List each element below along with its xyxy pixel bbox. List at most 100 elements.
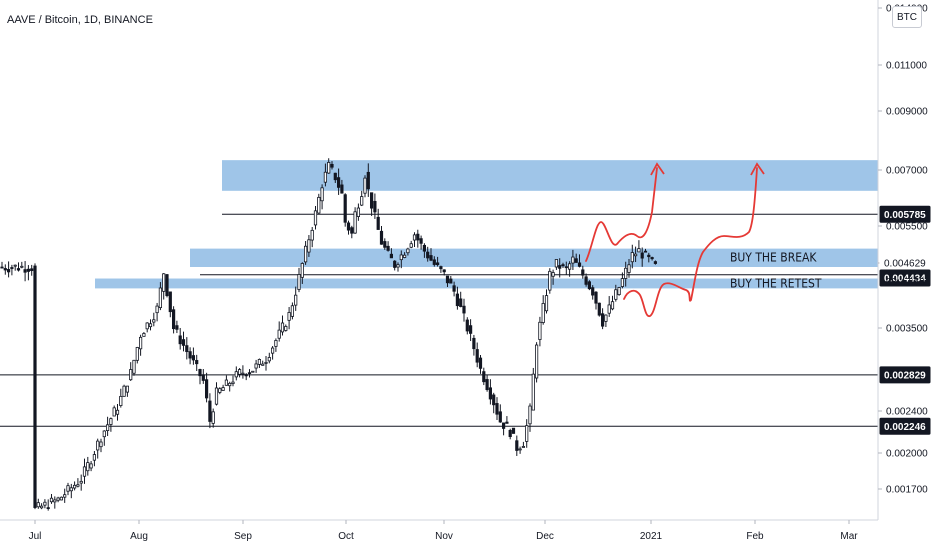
candle [274, 338, 278, 352]
candle-body [482, 371, 486, 383]
candle-body [412, 234, 417, 241]
candle-body [459, 298, 463, 307]
candle-body [284, 326, 288, 331]
candle [115, 404, 120, 421]
candle [277, 321, 281, 342]
candle-body [16, 268, 21, 271]
price-tag-background [879, 269, 931, 287]
candle [396, 262, 400, 272]
candle-body [228, 382, 232, 387]
candle [237, 367, 242, 378]
candle [412, 232, 417, 248]
candle [69, 483, 73, 499]
price-tag-background [879, 205, 931, 223]
x-tick-label: Nov [435, 531, 453, 542]
y-tick-label: 0.002400 [886, 407, 928, 418]
candle-body [115, 409, 120, 415]
candle [109, 417, 113, 432]
price-tag[interactable]: 0.004434 [879, 269, 931, 287]
candle-body [59, 496, 64, 501]
candle [125, 385, 129, 397]
candle-body [333, 172, 337, 181]
candle-body [508, 430, 512, 437]
candle [76, 478, 80, 488]
candle [353, 207, 357, 234]
candle [653, 260, 658, 265]
candle-body [20, 265, 24, 268]
price-tag[interactable]: 0.004629 [879, 254, 931, 272]
candle-body [521, 446, 526, 448]
time-axis[interactable]: Jul Aug Sep Oct Nov Dec 2021 Feb Mar [29, 520, 859, 542]
candle [498, 404, 502, 423]
candle [257, 358, 262, 368]
candle-body [138, 336, 143, 350]
candle [369, 192, 374, 216]
candle [356, 203, 361, 221]
x-tick-label: Dec [536, 531, 554, 542]
price-tag[interactable]: 0.002246 [879, 417, 931, 435]
candle-body [350, 227, 354, 234]
candle [501, 422, 506, 436]
candle [587, 280, 592, 291]
candle [462, 298, 466, 322]
candle [92, 450, 96, 467]
candle [313, 205, 318, 230]
candle [650, 256, 654, 261]
candle-body [96, 440, 100, 451]
candle [300, 262, 304, 284]
candle [138, 334, 143, 356]
candle-body [261, 363, 265, 366]
candle-body [204, 379, 209, 399]
candle-body [294, 294, 298, 306]
candle-body [429, 255, 433, 261]
candle-body [13, 264, 17, 267]
arrow-head [650, 162, 665, 176]
candle [544, 289, 549, 314]
zone-band[interactable] [95, 278, 878, 289]
candle [459, 291, 463, 308]
candle [320, 184, 324, 210]
candle [66, 482, 70, 496]
zone-band[interactable] [190, 248, 878, 268]
candle-body [406, 248, 410, 254]
zone-band[interactable] [222, 160, 878, 191]
candle [178, 327, 182, 350]
candle [333, 172, 337, 183]
candle [20, 261, 24, 269]
candle [270, 345, 275, 360]
candle [376, 208, 380, 230]
candle-body [330, 163, 334, 168]
candle [3, 264, 7, 275]
candle [627, 258, 631, 278]
candle-body [620, 278, 625, 287]
candle [620, 272, 625, 289]
candle-body [505, 421, 509, 424]
candle [56, 496, 60, 503]
candle [634, 246, 638, 262]
candle [442, 269, 446, 276]
price-tag-label: 0.004434 [884, 273, 926, 284]
candle-body [643, 250, 648, 253]
candle-body [152, 319, 156, 323]
candle-body [148, 323, 153, 328]
candle-body [10, 267, 14, 269]
candle [637, 240, 641, 253]
candle-body [317, 196, 321, 214]
currency-badge[interactable]: BTC [892, 6, 922, 28]
candle [294, 286, 298, 311]
candle [181, 331, 186, 352]
price-tag[interactable]: 0.005785 [879, 205, 931, 223]
candle [399, 250, 403, 269]
candle-body [290, 305, 295, 317]
candle [564, 261, 568, 275]
candle [30, 264, 34, 276]
candle-body [158, 287, 162, 309]
price-tag[interactable]: 0.002829 [879, 366, 931, 384]
candle-body [112, 407, 116, 417]
candle-body [168, 291, 172, 313]
candle-body [251, 370, 255, 373]
candle [426, 246, 430, 262]
candle [287, 307, 291, 330]
candle [363, 175, 367, 198]
